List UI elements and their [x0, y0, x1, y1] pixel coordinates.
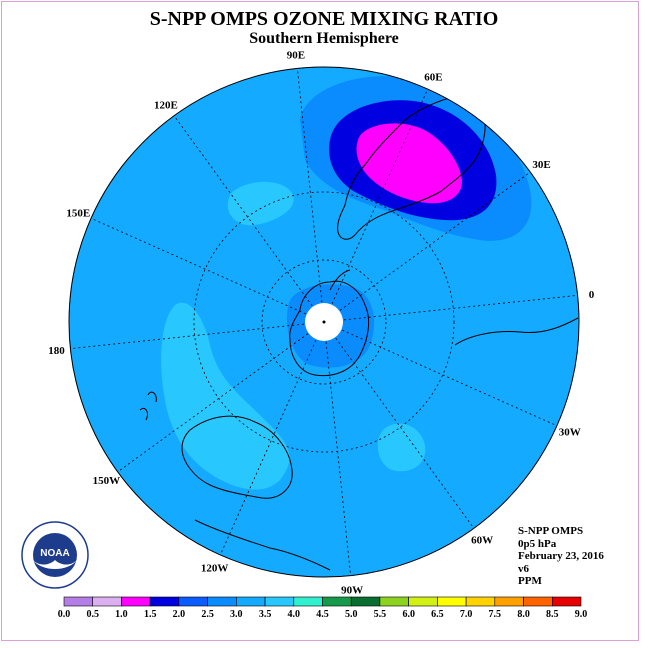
pole-point — [322, 320, 326, 324]
colorbar-cell — [551, 596, 582, 607]
longitude-label: 30E — [532, 159, 550, 171]
colorbar-cell — [149, 596, 180, 607]
colorbar-cell — [121, 596, 151, 607]
colorbar-tick-label: 9.0 — [575, 609, 588, 620]
coast-antarctic-peninsula — [329, 269, 351, 291]
colorbar-cell — [178, 596, 208, 607]
contour-high-indian — [377, 423, 426, 472]
colorbar-tick-label: 6.0 — [402, 609, 415, 620]
parallel-60S — [261, 259, 387, 385]
longitude-label: 120E — [154, 99, 178, 111]
coast-new-zealand — [139, 391, 157, 421]
colorbar-tick-label: 3.5 — [259, 609, 272, 620]
longitude-label: 90E — [287, 50, 305, 62]
coastlines — [139, 93, 579, 571]
colorbar-cell — [322, 596, 352, 607]
coast-indonesia — [194, 519, 331, 571]
colorbar-tick-label: 7.5 — [489, 609, 502, 620]
colorbar-cell — [523, 596, 553, 607]
colorbar-cell — [437, 596, 467, 607]
info-version: v6 — [518, 562, 529, 575]
colorbar-cell — [264, 596, 295, 607]
longitude-label: 90W — [341, 585, 363, 597]
map-subtitle: Southern Hemisphere — [249, 30, 399, 47]
longitude-label: 120W — [201, 563, 229, 575]
colorbar-cell — [92, 596, 122, 607]
colorbar-tick-label: 4.0 — [288, 609, 301, 620]
colorbar-tick-label: 1.5 — [144, 609, 157, 620]
longitude-label: 150E — [66, 208, 90, 220]
contour-high-australia — [161, 302, 290, 490]
colorbar-cell — [494, 596, 524, 607]
image-frame — [1, 1, 639, 641]
longitude-labels: 90W 60W 30W 0 30E 60E 90E 120E 150E 180 150W 120W — [48, 50, 595, 597]
colorbar-cell — [408, 596, 438, 607]
logo-text: NOAA — [40, 548, 69, 559]
colorbar-tick-label: 0.5 — [86, 609, 99, 620]
coast-africa — [454, 317, 579, 346]
info-level: 0p5 hPa — [518, 537, 557, 550]
colorbar-tick-label: 1.0 — [115, 609, 128, 620]
colorbar-cell — [207, 596, 237, 607]
colorbar-cells — [63, 596, 582, 607]
colorbar-cell — [465, 596, 496, 607]
longitude-label: 0 — [589, 289, 595, 301]
parallel-30S — [193, 191, 455, 453]
colorbar-tick-label: 2.5 — [201, 609, 214, 620]
map-title: S-NPP OMPS OZONE MIXING RATIO — [149, 8, 499, 30]
coast-australia — [181, 415, 293, 499]
colorbar-cell — [350, 596, 381, 607]
colorbar-tick-label: 8.0 — [517, 609, 530, 620]
info-units: PPM — [518, 575, 542, 587]
info-block: S-NPP OMPS 0p5 hPa February 23, 2016 v6 … — [518, 525, 604, 588]
colorbar-tick-label: 3.0 — [230, 609, 243, 620]
colorbar-tick-label: 4.5 — [316, 609, 329, 620]
colorbar-tick-label: 5.0 — [345, 609, 358, 620]
map-border — [68, 66, 580, 578]
colorbar-cell — [379, 596, 409, 607]
colorbar-tick-label: 0.0 — [58, 609, 71, 620]
colorbar-cell — [236, 596, 266, 607]
colorbar-tick-label: 6.5 — [431, 609, 444, 620]
graticule — [69, 67, 579, 577]
info-date: February 23, 2016 — [518, 550, 604, 562]
longitude-label: 180 — [48, 345, 65, 357]
coast-antarctica — [289, 280, 370, 377]
colorbar-tick-label: 8.5 — [546, 609, 559, 620]
longitude-label: 30W — [559, 426, 581, 438]
coast-south-america — [337, 93, 486, 240]
longitude-label: 150W — [93, 475, 121, 487]
colorbar-tick-label: 7.0 — [460, 609, 473, 620]
longitude-label: 60E — [424, 71, 442, 83]
contour-high-pacific — [227, 181, 294, 226]
colorbar-cell — [63, 596, 94, 607]
noaa-logo: NOAA — [21, 521, 89, 589]
colorbar-tick-label: 5.5 — [374, 609, 387, 620]
longitude-label: 60W — [471, 535, 493, 547]
colorbar-ticks: 0.0 0.5 1.0 1.5 2.0 2.5 3.0 3.5 4.0 4.5 5.0 5.5 6.0 6… — [58, 609, 588, 620]
info-instrument: S-NPP OMPS — [518, 525, 584, 537]
colorbar-cell — [293, 596, 323, 607]
colorbar-tick-label: 2.0 — [173, 609, 186, 620]
